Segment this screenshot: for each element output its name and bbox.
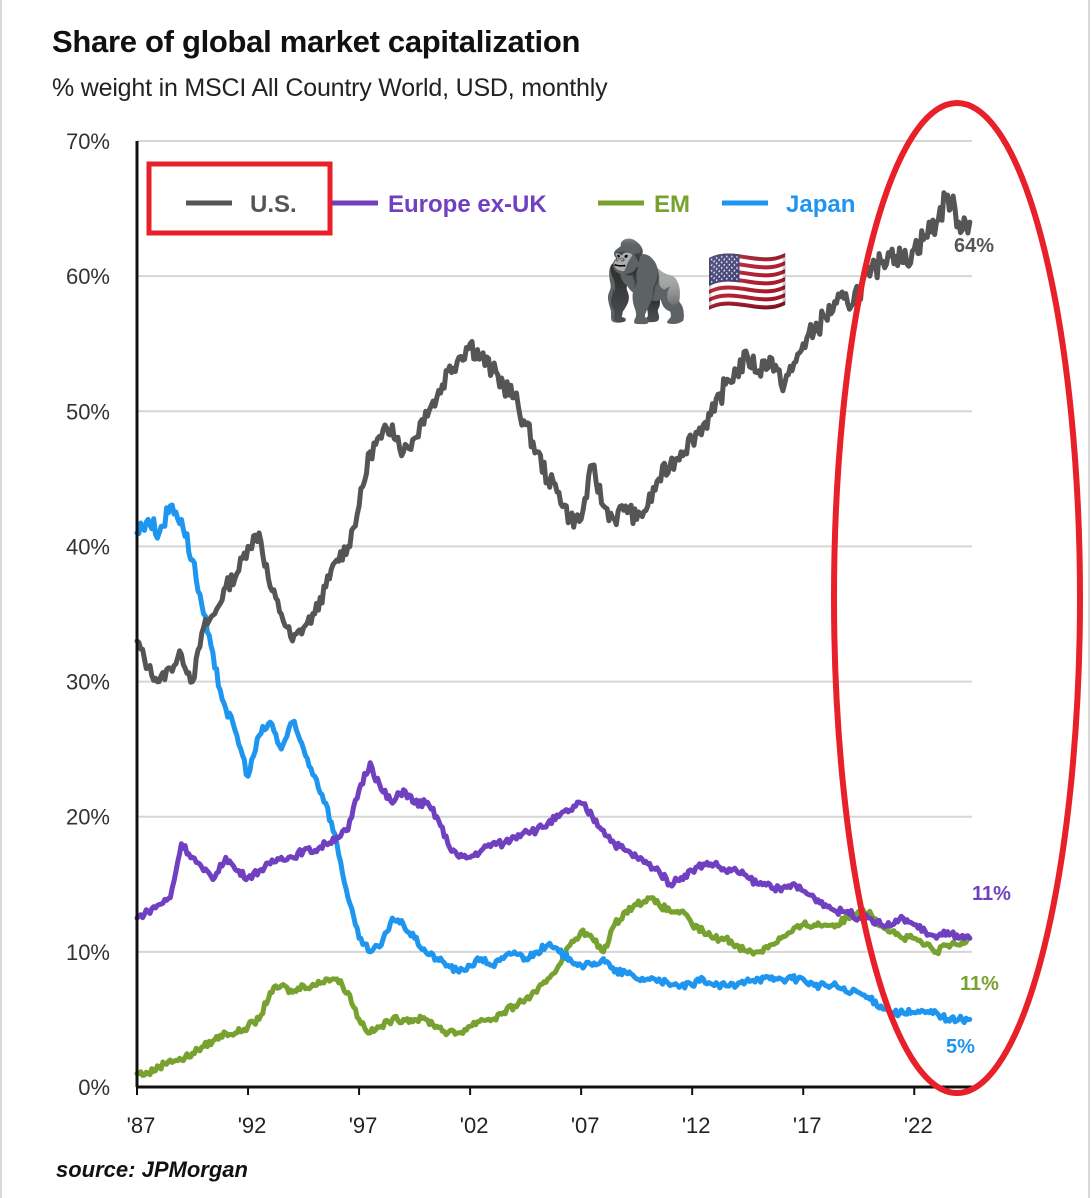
series-line-u-s (134, 190, 973, 685)
series-line-europe-ex-uk (134, 760, 973, 942)
x-tick-label: '87 (127, 1113, 156, 1138)
x-tick-label: '92 (238, 1113, 267, 1138)
y-tick-label: 0% (78, 1075, 110, 1100)
x-tick-label: '07 (571, 1113, 600, 1138)
x-tick-label: '02 (460, 1113, 489, 1138)
y-tick-label: 10% (66, 940, 110, 965)
legend-label: Japan (786, 191, 855, 218)
y-tick-label: 60% (66, 264, 110, 289)
y-tick-label: 40% (66, 534, 110, 559)
y-axis-ticks: 0% 10% 20% 30% 40% 50% 60% 70% (66, 129, 110, 1100)
x-tick-label: '17 (793, 1113, 822, 1138)
y-tick-label: 70% (66, 129, 110, 154)
series-line-em (134, 895, 973, 1078)
y-tick-label: 30% (66, 670, 110, 695)
highlight-annotations (146, 100, 1083, 1096)
us-flag-emoji: 🇺🇸 (706, 244, 789, 318)
chart-subtitle: % weight in MSCI All Country World, USD,… (52, 74, 608, 102)
source-note: source: JPMorgan (56, 1157, 248, 1182)
gorilla-emoji: 🦍 (596, 237, 694, 325)
highlight-ellipse (831, 100, 1083, 1096)
legend-highlight-box (146, 161, 333, 236)
y-tick-label: 50% (66, 399, 110, 424)
end-labels: 64% 11% 11% 5% (946, 235, 1011, 1058)
x-tick-label: '97 (349, 1113, 378, 1138)
x-tick-label: '22 (904, 1113, 933, 1138)
end-label: 5% (946, 1036, 975, 1058)
end-label: 11% (972, 883, 1011, 905)
end-label: 11% (960, 973, 999, 995)
legend-label: U.S. (250, 191, 297, 218)
axes (135, 141, 972, 1089)
end-label: 64% (954, 235, 994, 257)
legend-label: EM (654, 191, 690, 218)
series-lines (134, 190, 973, 1078)
series-line-japan (134, 502, 973, 1026)
legend: U.S. Europe ex-UK EM Japan (186, 191, 855, 218)
gridlines (137, 140, 972, 953)
x-axis-ticks: '87 '92 '97 '02 '07 '12 '17 '22 (127, 1087, 933, 1138)
chart-title: Share of global market capitalization (52, 24, 581, 59)
x-tick-label: '12 (682, 1113, 711, 1138)
y-tick-label: 20% (66, 805, 110, 830)
legend-label: Europe ex-UK (388, 191, 547, 218)
